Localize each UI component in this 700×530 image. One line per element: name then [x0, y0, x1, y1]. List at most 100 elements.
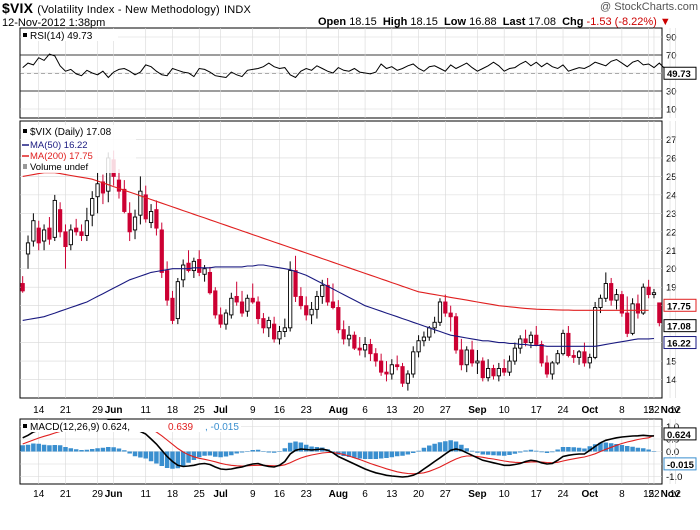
rsi-legend-swatch — [23, 33, 27, 37]
price-tick-label: 14 — [666, 375, 677, 386]
macd-x-tick-label: 9 — [250, 489, 256, 500]
security-name: (Volatility Index - New Methodology) — [37, 4, 220, 16]
candle-body — [651, 292, 657, 296]
candle-body — [544, 362, 550, 375]
macd-x-tick-label: Aug — [329, 489, 348, 500]
macd-histogram-bar — [507, 451, 512, 455]
price-x-tick-label: 23 — [301, 405, 313, 416]
price-x-tick-label: Aug — [329, 405, 348, 416]
candle-body — [475, 360, 480, 364]
rsi-legend-bg — [22, 29, 118, 41]
candle-body — [25, 242, 31, 255]
candle-body — [576, 351, 582, 358]
candle-body — [84, 220, 89, 236]
macd-histogram-bar — [582, 448, 587, 452]
ma50-value-tag-box — [663, 336, 697, 350]
candle-body — [630, 303, 635, 334]
price-x-tick-label: 10 — [499, 405, 511, 416]
price-x-tick-label: 25 — [194, 405, 206, 416]
macd-histogram-bar — [213, 451, 218, 457]
macd-histogram-bar — [223, 451, 229, 457]
price-x-tick-label: 11 — [141, 405, 152, 416]
macd-histogram-bar — [448, 440, 453, 452]
price-x-tick-label: 13 — [386, 405, 398, 416]
macd-x-tick-label: 6 — [362, 489, 368, 500]
candle-body — [582, 351, 587, 364]
macd-histogram-bar — [229, 451, 234, 456]
price-tick-label: 27 — [666, 135, 677, 146]
candle-body — [400, 366, 405, 384]
macd-histogram-bar — [111, 447, 116, 452]
macd-histogram-bar — [95, 448, 100, 452]
candle-body — [587, 356, 592, 364]
candle-body — [432, 321, 437, 329]
candle-body — [448, 312, 453, 318]
candle-body — [261, 318, 266, 329]
candle-body — [657, 302, 662, 324]
candle-body — [41, 229, 47, 242]
chg-value: -1.53 (-8.22%) — [586, 16, 657, 28]
candle-body — [357, 347, 362, 351]
candle-body — [202, 268, 207, 275]
candle-body — [213, 290, 218, 316]
macd-histogram-bar — [250, 450, 255, 452]
macd-histogram-bar — [491, 451, 496, 456]
high-label: High — [382, 16, 408, 28]
candle-body — [491, 368, 496, 377]
rsi-value-tag: 49.73 — [667, 69, 691, 80]
price-tick-label: 22 — [666, 227, 677, 238]
candle-body — [154, 209, 159, 229]
candle-body — [304, 305, 309, 316]
macd-histogram-bar — [512, 451, 518, 454]
rsi-value-tag-box — [663, 66, 697, 80]
macd-histogram-bar — [122, 450, 127, 452]
macd-histogram-bar — [443, 441, 448, 452]
ma200-value-tag: 17.75 — [667, 301, 691, 312]
macd-histogram-bar — [116, 448, 122, 452]
macd-histogram-bar — [421, 447, 427, 452]
macd-histogram-bar — [36, 443, 41, 452]
low-value: 16.88 — [469, 16, 497, 28]
candle-body — [309, 308, 314, 316]
candle-body — [186, 262, 191, 272]
candle-body — [603, 283, 608, 299]
rsi-tick-label: 10 — [666, 105, 677, 116]
macd-histogram-bar — [25, 444, 31, 452]
candle-body — [223, 312, 229, 325]
macd-x-tick-label: 16 — [274, 489, 286, 500]
macd-histogram-bar — [534, 450, 539, 452]
candle-body — [614, 294, 619, 301]
price-tick-label: 21 — [666, 246, 677, 257]
candle-body — [352, 334, 357, 349]
quote-date: 12-Nov-2012 1:38pm — [2, 17, 106, 29]
candle-body — [427, 327, 432, 338]
macd-histogram-bar — [571, 447, 576, 452]
candle-body — [512, 347, 517, 362]
candle-body — [20, 283, 25, 292]
candle-body — [368, 343, 373, 355]
macd-histogram-bar — [576, 447, 582, 452]
last-price-tag-box — [663, 319, 697, 333]
candle-body — [229, 297, 234, 316]
macd-histogram-bar — [485, 451, 491, 455]
candle-body — [609, 283, 614, 301]
macd-histogram-bar — [57, 445, 63, 452]
macd-histogram-bar — [378, 451, 384, 459]
candle-body — [218, 314, 223, 325]
macd-histogram-bar — [154, 451, 159, 464]
macd-histogram-bar — [587, 446, 593, 452]
macd-x-tick-label: 23 — [301, 489, 313, 500]
macd-value-tag: 0.624 — [667, 430, 691, 441]
chart-title: $VIX (Volatility Index - New Methodology… — [2, 0, 251, 16]
macd-histogram-bar — [239, 451, 245, 453]
macd-histogram-bar — [79, 450, 84, 452]
macd-x-tick-label: 14 — [33, 489, 45, 500]
macd-x-tick-label: 25 — [194, 489, 206, 500]
macd-hist-value-tag-box — [663, 457, 697, 471]
macd-histogram-bar — [528, 449, 534, 452]
macd-histogram-bar — [132, 451, 138, 457]
price-x-tick-label: 14 — [33, 405, 45, 416]
macd-histogram-bar — [464, 448, 469, 452]
macd-histogram-bar — [469, 450, 475, 452]
